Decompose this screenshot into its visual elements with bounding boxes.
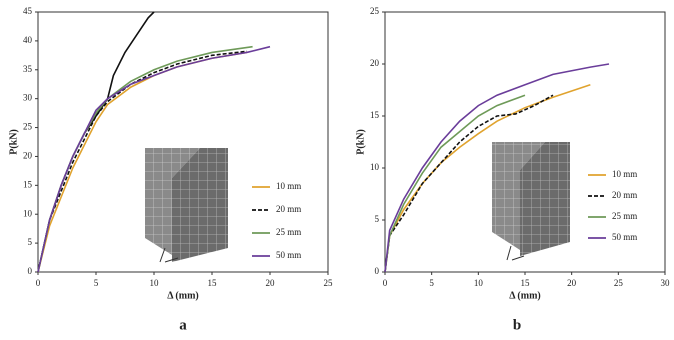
x-tick-label: 25	[324, 278, 334, 288]
x-tick-label: 5	[94, 278, 99, 288]
y-tick-label: 25	[370, 6, 380, 16]
caption: a	[179, 317, 187, 333]
legend-label: 50 mm	[612, 232, 637, 242]
legend-label: 20 mm	[276, 204, 301, 214]
x-tick-label: 30	[661, 278, 671, 288]
legend-label: 25 mm	[276, 227, 301, 237]
y-tick-label: 20	[370, 58, 380, 68]
x-tick-label: 5	[429, 278, 434, 288]
y-axis-label: P(kN)	[355, 129, 366, 155]
legend-label: 20 mm	[612, 190, 637, 200]
y-tick-label: 15	[23, 179, 33, 189]
y-tick-label: 5	[28, 237, 33, 247]
y-tick-label: 0	[28, 266, 33, 276]
x-axis-label: Δ (mm)	[509, 290, 541, 301]
x-tick-label: 20	[567, 278, 577, 288]
x-tick-label: 10	[474, 278, 484, 288]
x-axis-label: Δ (mm)	[167, 290, 199, 301]
y-tick-label: 35	[23, 64, 33, 74]
caption: b	[513, 317, 521, 333]
x-tick-label: 0	[36, 278, 41, 288]
x-tick-label: 15	[208, 278, 218, 288]
x-tick-label: 0	[383, 278, 388, 288]
legend-label: 10 mm	[612, 169, 637, 179]
y-axis-label: P(kN)	[8, 129, 19, 155]
figure: 0 5 10 15 20 25 30 35 40 45 0 5 10 15 20 25 Δ (mm) P(kN) a…	[0, 0, 674, 340]
x-tick-label: 20	[266, 278, 276, 288]
y-tick-label: 10	[370, 162, 380, 172]
legend-label: 25 mm	[612, 211, 637, 221]
y-tick-label: 10	[23, 208, 33, 218]
series-line	[38, 12, 154, 272]
y-tick-label: 25	[23, 122, 33, 132]
y-tick-label: 30	[23, 93, 33, 103]
y-tick-label: 0	[375, 266, 380, 276]
y-tick-label: 20	[23, 151, 33, 161]
y-tick-label: 40	[23, 35, 33, 45]
mesh-model	[145, 148, 228, 262]
y-tick-label: 45	[23, 6, 33, 16]
legend-label: 10 mm	[276, 181, 301, 191]
legend-label: 50 mm	[276, 250, 301, 260]
y-tick-label: 5	[375, 214, 380, 224]
mesh-model	[492, 142, 570, 260]
x-tick-label: 10	[150, 278, 160, 288]
x-tick-label: 15	[521, 278, 531, 288]
y-tick-label: 15	[370, 110, 380, 120]
x-tick-label: 25	[614, 278, 624, 288]
